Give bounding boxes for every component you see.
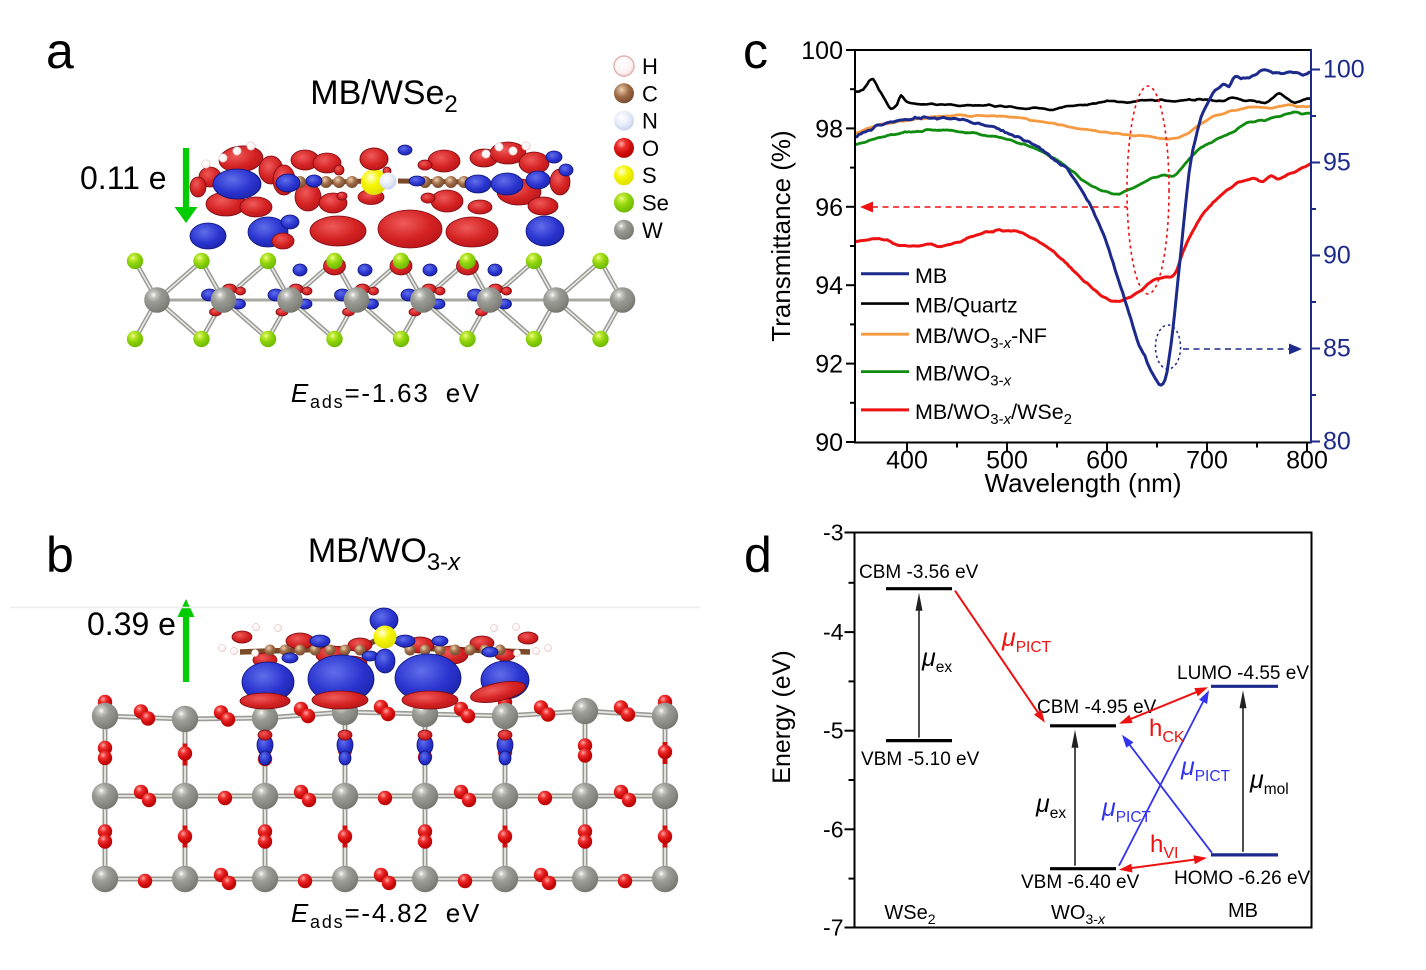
svg-text:94: 94 [815,272,843,300]
svg-text:hVI: hVI [1150,831,1178,862]
svg-text:90: 90 [1323,242,1351,270]
svg-text:W: W [642,218,663,243]
svg-text:92: 92 [815,351,843,379]
svg-text:Eads=-1.63 eV: Eads=-1.63 eV [291,378,481,412]
svg-text:-5: -5 [823,718,843,744]
svg-text:100: 100 [1323,56,1365,84]
svg-text:98: 98 [815,115,843,143]
svg-text:S: S [642,163,657,188]
svg-text:MB/WSe2: MB/WSe2 [310,74,457,118]
svg-text:80: 80 [1323,428,1351,456]
svg-text:-4: -4 [823,619,844,645]
svg-text:N: N [642,109,658,134]
svg-text:d: d [744,527,772,583]
svg-text:100: 100 [801,37,843,65]
svg-text:CBM -4.95 eV: CBM -4.95 eV [1037,697,1157,718]
svg-text:VBM -5.10 eV: VBM -5.10 eV [861,749,980,770]
svg-text:Se: Se [642,191,669,216]
svg-text:MB/Quartz: MB/Quartz [915,294,1018,318]
svg-text:0.39 e: 0.39 e [87,606,176,642]
svg-text:C: C [642,81,658,106]
svg-text:-6: -6 [823,816,843,842]
svg-text:H: H [642,54,658,79]
svg-text:LUMO -4.55 eV: LUMO -4.55 eV [1177,663,1309,684]
svg-text:MB/WO3-x-NF: MB/WO3-x-NF [915,324,1047,352]
svg-text:μex: μex [1035,790,1066,822]
svg-text:85: 85 [1323,335,1351,363]
svg-text:800: 800 [1286,447,1328,475]
svg-text:95: 95 [1323,149,1351,177]
svg-text:μPICT: μPICT [1180,753,1231,785]
svg-text:c: c [743,23,768,79]
svg-text:90: 90 [815,429,843,457]
svg-text:Eads=-4.82 eV: Eads=-4.82 eV [291,898,481,932]
svg-text:WSe2: WSe2 [884,902,935,927]
svg-text:HOMO -6.26 eV: HOMO -6.26 eV [1174,868,1311,889]
svg-text:μmol: μmol [1249,766,1289,798]
svg-text:400: 400 [886,447,928,475]
svg-text:μex: μex [921,644,952,676]
svg-text:Energy (eV): Energy (eV) [768,650,796,783]
svg-text:500: 500 [986,447,1028,475]
svg-text:Wavelength (nm): Wavelength (nm) [985,468,1182,498]
svg-text:a: a [46,23,74,79]
svg-text:VBM -6.40 eV: VBM -6.40 eV [1021,872,1140,893]
svg-text:700: 700 [1186,447,1228,475]
svg-text:MB: MB [915,264,947,288]
svg-text:MB: MB [1228,900,1258,922]
svg-text:96: 96 [815,194,843,222]
svg-text:0.11 e: 0.11 e [80,160,167,196]
svg-text:b: b [46,527,74,583]
svg-text:μPICT: μPICT [1101,794,1152,826]
svg-text:O: O [642,136,659,161]
svg-text:600: 600 [1086,447,1128,475]
svg-text:μPICT: μPICT [1001,624,1052,656]
svg-text:CBM -3.56 eV: CBM -3.56 eV [859,562,979,583]
svg-text:Transmittance (%): Transmittance (%) [766,130,796,341]
svg-text:-3: -3 [823,520,843,546]
svg-text:-7: -7 [823,915,843,941]
